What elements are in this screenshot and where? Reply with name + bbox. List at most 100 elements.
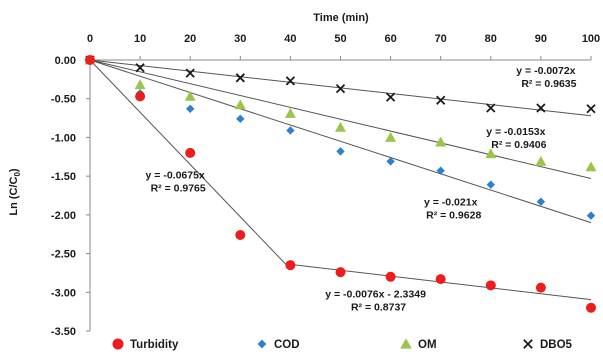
legend-label-cod: COD	[274, 339, 300, 351]
om-point	[585, 161, 597, 172]
om-point	[485, 148, 497, 159]
dbo5-point	[536, 103, 546, 113]
turbidity-point	[235, 229, 246, 240]
y-tick-label: -2.00	[51, 210, 76, 222]
dbo5-point-stroke	[285, 76, 296, 86]
r-squared-label: R² = 0.9765	[151, 182, 206, 194]
x-tick-label: 70	[435, 33, 447, 45]
dbo5-point-stroke	[486, 103, 496, 113]
x-tick-label: 50	[334, 33, 346, 45]
y-axis-title-subscript: 0	[13, 172, 22, 177]
turbidity-trendline	[89, 59, 291, 270]
x-tick-label: 80	[485, 33, 497, 45]
x-tick-label: 0	[87, 33, 93, 45]
dbo5-point	[385, 92, 396, 102]
dbo5-point	[235, 73, 245, 83]
axes: 0 10 20 30 40 50 60 70 80 90 100 0.00 -0.50 -1.00 -1.5…	[51, 33, 600, 338]
dbo5-point	[185, 68, 195, 78]
legend-marker-dbo5-stroke	[523, 339, 533, 349]
dbo5-point-stroke	[586, 104, 596, 114]
y-tick-label: -0.50	[51, 94, 76, 106]
dbo5-point-stroke	[385, 92, 396, 102]
dbo5-point-stroke	[235, 73, 245, 83]
turbidity-point	[385, 271, 396, 282]
cod-point	[186, 104, 195, 113]
turbidity-point	[335, 267, 346, 278]
turbidity-point	[85, 55, 95, 65]
om-point	[184, 90, 196, 101]
om-point	[134, 79, 146, 90]
dbo5-point-stroke	[436, 95, 446, 105]
turbidity-point	[135, 91, 146, 102]
y-tick-label: -1.50	[51, 171, 76, 183]
legend-marker-om	[400, 338, 412, 349]
om-point	[234, 99, 246, 110]
dbo5-point	[335, 84, 346, 94]
dbo5-point-stroke	[135, 63, 145, 73]
trend-equation: y = -0.0076x - 2.3349	[325, 289, 426, 301]
trend-equation: y = -0.021x	[424, 197, 478, 209]
legend: Turbidity COD OM DBO5	[112, 338, 573, 351]
cod-trendline	[89, 59, 592, 224]
turbidity-point	[485, 280, 496, 291]
cod-point	[386, 157, 395, 166]
turbidity-point	[586, 302, 596, 313]
cod-point	[536, 197, 546, 206]
r-squared-label: R² = 0.9628	[426, 210, 481, 222]
trend-equation: y = -0.0675x	[146, 169, 205, 181]
x-tick-label: 60	[384, 33, 396, 45]
om-point	[385, 131, 397, 142]
y-tick-label: -3.00	[51, 287, 76, 299]
x-axis-title: Time (min)	[313, 12, 369, 24]
legend-label-om: OM	[418, 339, 437, 351]
om-point	[535, 155, 547, 166]
x-tick-label: 20	[184, 33, 196, 45]
y-axis-title-close: )	[8, 168, 20, 172]
cod-point	[436, 166, 445, 175]
cod-point	[486, 180, 495, 189]
x-tick-label: 90	[535, 33, 547, 45]
legend-label-turbidity: Turbidity	[130, 339, 179, 351]
x-tick-label: 10	[134, 33, 146, 45]
cod-point	[286, 126, 295, 135]
dbo5-point	[135, 63, 145, 73]
x-tick-label: 40	[284, 33, 296, 45]
dbo5-point	[285, 76, 296, 86]
y-axis-title: Ln (C/C0)	[8, 168, 22, 216]
cod-point	[586, 211, 596, 220]
om-point	[284, 107, 296, 118]
y-axis-title-main: Ln (C/C	[8, 176, 20, 215]
legend-marker-dbo5	[523, 339, 533, 349]
y-tick-label: -3.50	[51, 326, 76, 338]
om-trendline	[89, 59, 592, 179]
cod-point	[336, 147, 345, 156]
legend-marker-turbidity	[112, 338, 124, 350]
trend-equation: y = -0.0072x	[516, 65, 575, 77]
y-tick-label: -2.50	[51, 249, 76, 261]
legend-marker-cod	[257, 339, 267, 349]
legend-label-dbo5: DBO5	[540, 339, 573, 351]
x-tick-label: 30	[234, 33, 246, 45]
r-squared-label: R² = 0.8737	[351, 302, 406, 314]
trend-equation: y = -0.0153x	[486, 126, 545, 138]
dbo5-point-stroke	[536, 103, 546, 113]
turbidity-point	[435, 274, 446, 285]
dbo5-point	[486, 103, 496, 113]
turbidity-point	[535, 282, 546, 293]
x-tick-label: 100	[582, 33, 600, 45]
dbo5-point	[436, 95, 446, 105]
turbidity-point	[285, 260, 296, 271]
om-point	[335, 121, 346, 132]
dbo5-point-stroke	[335, 84, 346, 94]
turbidity-point	[185, 147, 196, 158]
data-points	[84, 54, 597, 313]
dbo5-point-stroke	[185, 68, 195, 78]
cod-point	[236, 114, 245, 124]
r-squared-label: R² = 0.9406	[491, 139, 546, 151]
r-squared-label: R² = 0.9635	[521, 78, 576, 90]
y-tick-label: -1.00	[51, 132, 76, 144]
om-point	[435, 136, 447, 147]
dbo5-point	[586, 104, 596, 114]
